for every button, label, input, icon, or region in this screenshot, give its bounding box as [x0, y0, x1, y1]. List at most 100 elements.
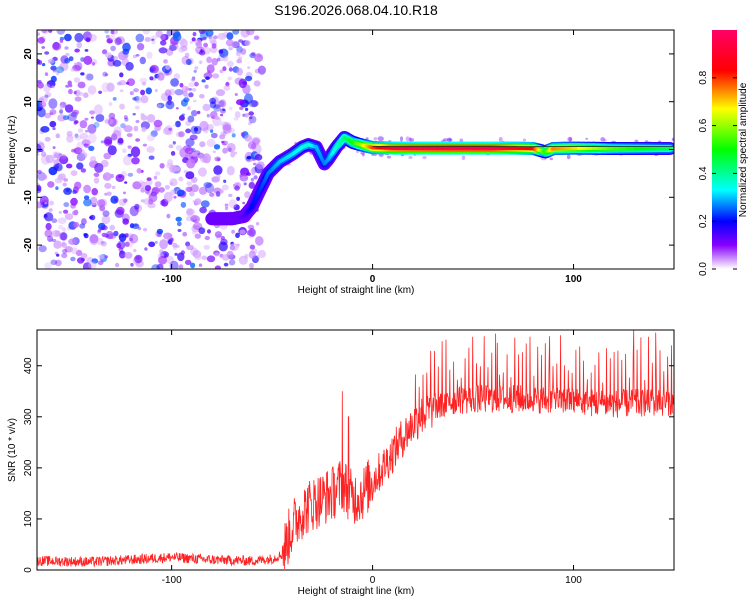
noise-speck: [93, 104, 103, 115]
noise-speck: [132, 97, 137, 101]
noise-speck: [235, 51, 241, 57]
noise-speck: [114, 37, 122, 46]
noise-speck: [167, 95, 173, 101]
noise-speck: [172, 242, 178, 248]
noise-speck: [116, 242, 122, 249]
noise-speck: [104, 136, 113, 145]
noise-speck: [44, 229, 53, 238]
noise-speck: [249, 262, 254, 269]
noise-speck: [84, 143, 90, 148]
noise-speck: [116, 206, 125, 215]
colorbar: 0.0 0.2 0.4 0.6 0.8 Normalized spectral ampl…: [698, 30, 749, 276]
noise-speck: [68, 88, 73, 95]
noise-speck: [91, 61, 96, 66]
noise-speck: [154, 181, 162, 188]
noise-speck: [93, 177, 100, 184]
noise-speck: [83, 198, 92, 207]
noise-speck: [146, 51, 153, 59]
noise-speck: [448, 138, 453, 142]
noise-speck: [89, 214, 96, 221]
noise-speck: [64, 46, 69, 50]
noise-speck: [185, 128, 192, 134]
y-tick-label: -20: [23, 237, 34, 252]
noise-speck: [59, 232, 67, 241]
noise-speck: [44, 212, 54, 222]
noise-speck: [123, 115, 128, 120]
noise-speck: [64, 213, 74, 221]
noise-speck: [228, 193, 233, 197]
noise-speck: [151, 264, 160, 269]
noise-speck: [132, 181, 142, 190]
noise-speck: [61, 242, 67, 248]
noise-speck: [386, 155, 392, 159]
noise-speck: [88, 261, 97, 269]
noise-speck: [159, 163, 165, 169]
noise-speck: [197, 110, 201, 115]
noise-speck: [125, 61, 134, 71]
noise-speck: [245, 107, 249, 111]
noise-speck: [200, 200, 210, 208]
noise-speck: [37, 37, 45, 44]
noise-speck: [51, 85, 55, 89]
noise-speck: [149, 76, 154, 81]
noise-speck: [190, 184, 199, 193]
noise-speck: [39, 95, 48, 103]
noise-speck: [214, 115, 219, 120]
noise-speck: [65, 84, 70, 88]
noise-speck: [226, 32, 234, 40]
noise-speck: [42, 174, 48, 180]
noise-speck: [127, 153, 132, 158]
noise-speck: [252, 254, 260, 262]
noise-speck: [158, 255, 167, 265]
noise-speck: [154, 88, 158, 93]
noise-speck: [130, 146, 141, 158]
noise-speck: [108, 117, 117, 127]
noise-speck: [119, 103, 125, 110]
noise-speck: [123, 191, 126, 195]
noise-speck: [158, 187, 165, 193]
colorbar-tick-label: 0.8: [698, 70, 709, 84]
noise-speck: [186, 207, 194, 217]
noise-speck: [122, 218, 129, 225]
noise-speck: [124, 251, 133, 259]
noise-speck: [206, 113, 210, 118]
noise-speck: [134, 254, 143, 264]
noise-speck: [146, 146, 155, 153]
x-tick-label: 0: [370, 274, 376, 285]
noise-speck: [80, 72, 85, 76]
noise-speck: [216, 57, 221, 62]
noise-speck: [222, 122, 232, 131]
noise-speck: [142, 30, 151, 35]
noise-speck: [164, 184, 170, 190]
noise-speck: [151, 38, 155, 42]
noise-speck: [219, 99, 227, 108]
noise-speck: [185, 58, 192, 66]
noise-speck: [112, 97, 117, 101]
noise-speck: [178, 131, 185, 138]
noise-speck: [199, 120, 209, 132]
noise-speck: [93, 172, 100, 177]
noise-speck: [227, 127, 236, 134]
noise-speck: [249, 244, 256, 250]
noise-speck: [155, 171, 161, 176]
noise-speck: [244, 191, 251, 199]
noise-speck: [151, 186, 160, 195]
noise-speck: [250, 177, 255, 182]
noise-speck: [48, 238, 52, 242]
noise-speck: [248, 122, 252, 126]
colorbar-tick-label: 0.6: [698, 118, 709, 132]
noise-speck: [204, 84, 209, 89]
noise-speck: [249, 116, 253, 120]
noise-speck: [129, 238, 133, 242]
noise-speck: [585, 137, 588, 140]
noise-speck: [141, 127, 147, 132]
noise-speck: [94, 162, 104, 173]
noise-speck: [254, 236, 264, 246]
noise-speck: [85, 37, 91, 43]
noise-speck: [131, 157, 140, 165]
noise-speck: [185, 171, 195, 180]
noise-speck: [178, 176, 184, 182]
noise-speck: [180, 45, 188, 52]
noise-speck: [118, 233, 127, 242]
